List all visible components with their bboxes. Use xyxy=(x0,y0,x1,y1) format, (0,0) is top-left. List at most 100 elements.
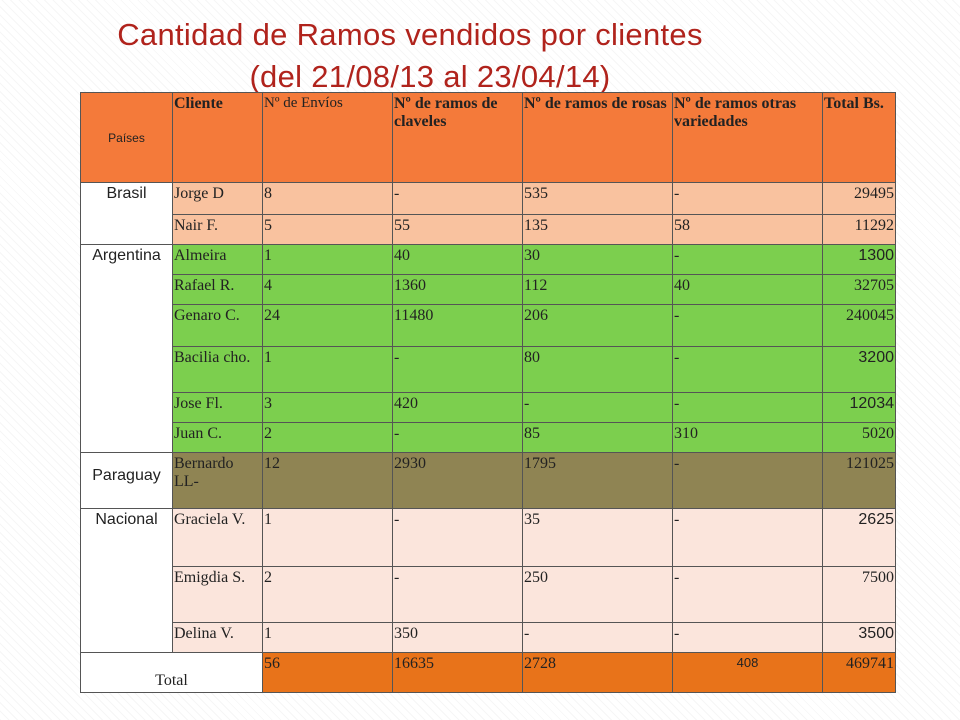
cell-otras: - xyxy=(672,508,823,567)
cell-envios: 8 xyxy=(262,182,393,215)
cell-rosas: - xyxy=(522,622,673,653)
cell-cliente: Jorge D xyxy=(172,182,263,215)
cell-otras: 310 xyxy=(672,422,823,453)
cell-envios: 3 xyxy=(262,392,393,423)
sales-table: Países Cliente Nº de Envíos Nº de ramos … xyxy=(80,92,896,693)
cell-rosas: 112 xyxy=(522,274,673,305)
header-otras: Nº de ramos otras variedades xyxy=(672,92,823,183)
header-envios: Nº de Envíos xyxy=(262,92,393,183)
cell-claveles: 350 xyxy=(392,622,523,653)
country-nacional: Nacional xyxy=(80,508,173,653)
cell-total: 5020 xyxy=(822,422,896,453)
cell-cliente: Almeira xyxy=(172,244,263,275)
cell-claveles: 11480 xyxy=(392,304,523,347)
cell-claveles: 55 xyxy=(392,214,523,245)
cell-cliente: Juan C. xyxy=(172,422,263,453)
cell-envios: 1 xyxy=(262,346,393,393)
cell-envios: 5 xyxy=(262,214,393,245)
table-row: Nacional Graciela V. 1 - 35 - 2625 xyxy=(80,508,896,653)
cell-cliente: Delina V. xyxy=(172,622,263,653)
cell-otras: - xyxy=(672,566,823,623)
cell-cliente: Rafael R. xyxy=(172,274,263,305)
cell-envios: 2 xyxy=(262,566,393,623)
cell-claveles: - xyxy=(392,422,523,453)
cell-otras: - xyxy=(672,452,823,509)
cell-otras: 40 xyxy=(672,274,823,305)
table-row: Paraguay Bernardo LL- 12 2930 1795 - 121… xyxy=(80,452,896,509)
total-claveles: 16635 xyxy=(392,652,523,693)
cell-rosas: 30 xyxy=(522,244,673,275)
cell-claveles: 1360 xyxy=(392,274,523,305)
cell-envios: 1 xyxy=(262,622,393,653)
cell-rosas: 85 xyxy=(522,422,673,453)
cell-claveles: 420 xyxy=(392,392,523,423)
cell-total: 1300 xyxy=(822,244,896,275)
cell-rosas: 206 xyxy=(522,304,673,347)
cell-total: 3200 xyxy=(822,346,896,393)
table-row: Bacilia cho. 1 - 80 - 3200 xyxy=(81,346,896,393)
cell-cliente: Nair F. xyxy=(172,214,263,245)
cell-cliente: Emigdia S. xyxy=(172,566,263,623)
slide-title: Cantidad de Ramos vendidos por clientes … xyxy=(0,14,960,98)
header-paises: Países xyxy=(80,92,173,183)
cell-rosas: 250 xyxy=(522,566,673,623)
cell-envios: 1 xyxy=(262,244,393,275)
cell-total: 121025 xyxy=(822,452,896,509)
cell-envios: 1 xyxy=(262,508,393,567)
header-claveles: Nº de ramos de claveles xyxy=(392,92,523,183)
header-row: Países Cliente Nº de Envíos Nº de ramos … xyxy=(80,92,896,183)
table-row: Juan C. 2 - 85 310 5020 xyxy=(81,422,896,453)
cell-total: 11292 xyxy=(822,214,896,245)
total-label: Total xyxy=(80,652,263,693)
cell-otras: - xyxy=(672,244,823,275)
cell-claveles: 40 xyxy=(392,244,523,275)
cell-claveles: - xyxy=(392,566,523,623)
table-row: Genaro C. 24 11480 206 - 240045 xyxy=(81,304,896,347)
cell-cliente: Bernardo LL- xyxy=(172,452,263,509)
cell-otras: - xyxy=(672,392,823,423)
total-total: 469741 xyxy=(822,652,896,693)
total-envios: 56 xyxy=(262,652,393,693)
cell-otras: 58 xyxy=(672,214,823,245)
cell-total: 2625 xyxy=(822,508,896,567)
cell-claveles: 2930 xyxy=(392,452,523,509)
cell-total: 7500 xyxy=(822,566,896,623)
cell-cliente: Bacilia cho. xyxy=(172,346,263,393)
cell-total: 12034 xyxy=(822,392,896,423)
cell-otras: - xyxy=(672,182,823,215)
table-row: Argentina Almeira 1 40 30 - 1300 xyxy=(80,244,896,453)
cell-rosas: 80 xyxy=(522,346,673,393)
table-row: Delina V. 1 350 - - 3500 xyxy=(81,622,896,653)
total-rosas: 2728 xyxy=(522,652,673,693)
cell-total: 32705 xyxy=(822,274,896,305)
table-row: Brasil Jorge D 8 - 535 - 29495 xyxy=(80,182,896,245)
country-argentina: Argentina xyxy=(80,244,173,453)
table-row: Nair F. 5 55 135 58 11292 xyxy=(81,214,896,245)
cell-rosas: 1795 xyxy=(522,452,673,509)
cell-claveles: - xyxy=(392,346,523,393)
table-row: Rafael R. 4 1360 112 40 32705 xyxy=(81,274,896,305)
cell-envios: 24 xyxy=(262,304,393,347)
table-row: Emigdia S. 2 - 250 - 7500 xyxy=(81,566,896,623)
total-row: Total 56 16635 2728 408 469741 xyxy=(80,652,896,693)
title-line-1: Cantidad de Ramos vendidos por clientes xyxy=(117,17,703,52)
total-otras: 408 xyxy=(672,652,823,693)
cell-envios: 2 xyxy=(262,422,393,453)
cell-envios: 12 xyxy=(262,452,393,509)
cell-rosas: - xyxy=(522,392,673,423)
cell-rosas: 535 xyxy=(522,182,673,215)
header-cliente: Cliente xyxy=(172,92,263,183)
cell-envios: 4 xyxy=(262,274,393,305)
cell-total: 240045 xyxy=(822,304,896,347)
title-line-2: (del 21/08/13 al 23/04/14) xyxy=(249,59,611,94)
cell-cliente: Genaro C. xyxy=(172,304,263,347)
cell-total: 3500 xyxy=(822,622,896,653)
country-paraguay: Paraguay xyxy=(80,452,173,509)
header-rosas: Nº de ramos de rosas xyxy=(522,92,673,183)
cell-claveles: - xyxy=(392,182,523,215)
table-row: Jose Fl. 3 420 - - 12034 xyxy=(81,392,896,423)
cell-otras: - xyxy=(672,304,823,347)
cell-otras: - xyxy=(672,622,823,653)
cell-cliente: Jose Fl. xyxy=(172,392,263,423)
cell-claveles: - xyxy=(392,508,523,567)
